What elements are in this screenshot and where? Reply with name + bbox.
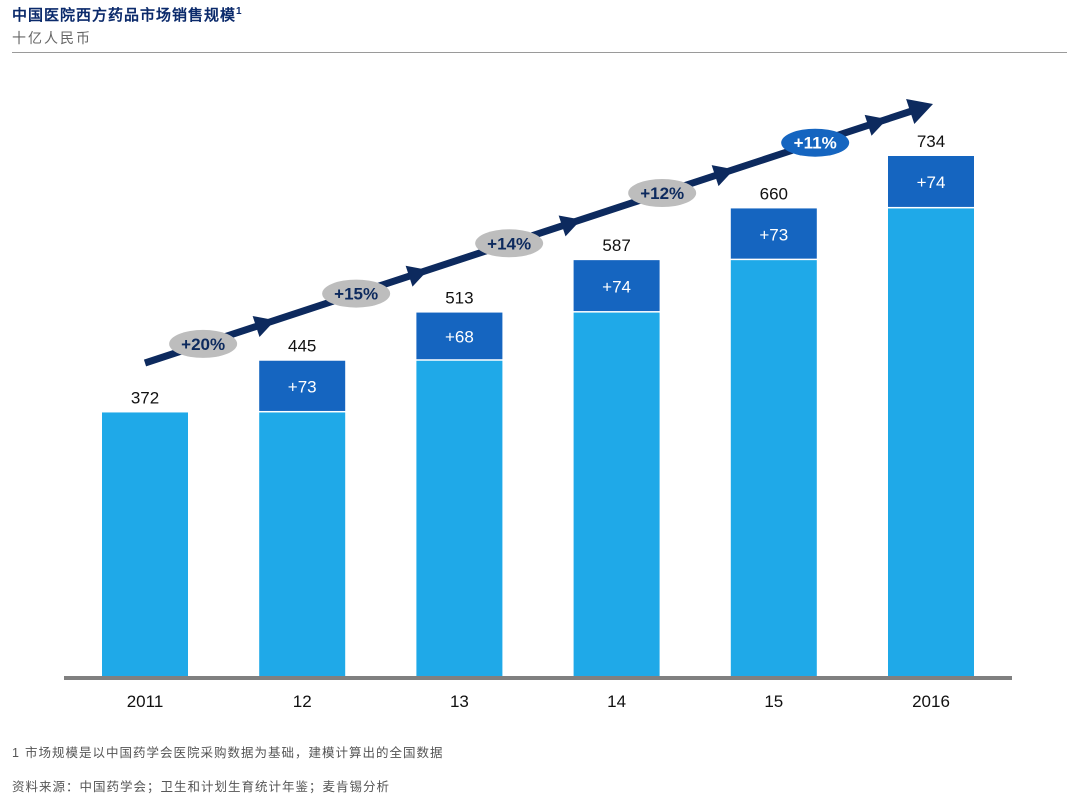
bar-increment-2016 [888,156,974,207]
growth-arrow-chevron [711,165,735,187]
bar-base-12 [259,412,346,676]
x-tick-13: 13 [450,692,469,711]
bar-increment-14 [573,260,660,312]
x-tick-2011: 2011 [127,692,164,711]
increment-label-12: +73 [288,378,317,397]
total-label-13: 513 [445,289,473,308]
growth-label: +20% [181,335,225,354]
growth-label: +15% [334,285,378,304]
footnote-text: 市场规模是以中国药学会医院采购数据为基础，建模计算出的全国数据 [24,745,444,760]
growth-label: +12% [640,184,684,203]
bar-increment-13 [416,312,503,360]
growth-label-bg [322,279,391,308]
growth-arrow-chevron [558,215,582,237]
growth-arrow-chevron [252,316,276,337]
header-divider [12,52,1067,53]
total-label-2016: 734 [917,132,945,151]
footnote-number: 1 [12,746,20,760]
increment-label-13: +68 [445,328,474,347]
x-tick-2016: 2016 [912,692,950,711]
bar-base-2016 [888,208,974,677]
chart-title: 中国医院西方药品市场销售规模1 [12,4,243,25]
chart-unit-label: 十亿人民币 [12,31,92,47]
total-label-14: 587 [602,236,630,255]
bar-base-2011 [102,412,188,676]
bar-increment-15 [730,208,817,259]
growth-label: +14% [487,234,531,253]
x-tick-14: 14 [607,692,626,711]
growth-label-bg [628,179,697,208]
growth-label-bg [475,229,544,258]
x-tick-12: 12 [293,692,312,711]
growth-label: +11% [794,134,837,153]
increment-label-15: +73 [759,225,788,244]
total-label-2011: 372 [131,388,159,407]
x-axis-line [64,676,1012,680]
bar-base-14 [573,312,660,676]
increment-label-14: +74 [602,277,631,296]
growth-arrow-chevron [405,265,429,287]
footnote: 1 市场规模是以中国药学会医院采购数据为基础，建模计算出的全国数据 [12,742,443,761]
chart-title-text: 中国医院西方药品市场销售规模 [12,6,237,24]
bar-chart: 372 2011 +73 445 12 +68 513 13 +74 587 14 +73 660 15 +… [64,98,1012,711]
source-note: 资料来源：中国药学会；卫生和计划生育统计年鉴；麦肯锡分析 [12,779,391,794]
x-tick-15: 15 [764,692,783,711]
bar-base-13 [416,360,503,676]
growth-arrow-head [906,98,933,125]
total-label-15: 660 [760,184,788,203]
growth-label-bg [169,329,238,358]
growth-label-bg [781,128,850,157]
bar-increment-12 [259,360,346,411]
increment-label-2016: +74 [917,173,946,192]
bar-base-15 [730,260,817,676]
title-footnote-marker: 1 [236,6,243,17]
growth-arrow-chevron [864,114,888,136]
total-label-12: 445 [288,337,316,356]
